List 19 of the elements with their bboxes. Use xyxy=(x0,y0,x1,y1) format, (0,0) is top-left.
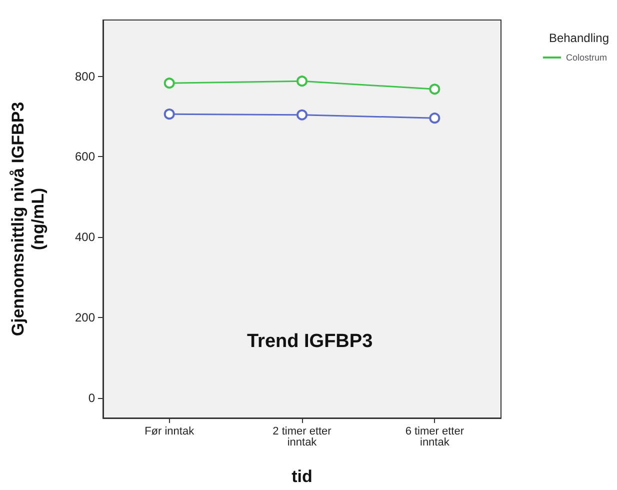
point xyxy=(164,78,175,89)
y-tick-label: 200 xyxy=(74,310,96,324)
x-tick-label: 6 timer etter inntak xyxy=(405,426,464,448)
point xyxy=(164,108,175,120)
x-tick-label: Før inntak xyxy=(144,426,195,438)
y-tick-label: 400 xyxy=(74,230,96,244)
y-tick-label: 600 xyxy=(74,150,96,164)
y-axis-title: Gjennomsnittlig nivå IGFBP3 (ng/mL) xyxy=(8,102,48,336)
y-tick-label: 0 xyxy=(88,390,96,405)
legend-label: Colostrum xyxy=(566,52,608,62)
x-axis-title: tid xyxy=(292,467,312,486)
point xyxy=(429,84,440,95)
point xyxy=(429,112,440,124)
point xyxy=(296,109,308,120)
x-tick-label: 2 timer etter inntak xyxy=(272,426,332,448)
point xyxy=(296,76,308,87)
annotation: Trend IGFBP3 xyxy=(247,331,373,352)
legend-title: Behandling xyxy=(548,31,610,45)
y-tick-label: 800 xyxy=(74,69,96,84)
